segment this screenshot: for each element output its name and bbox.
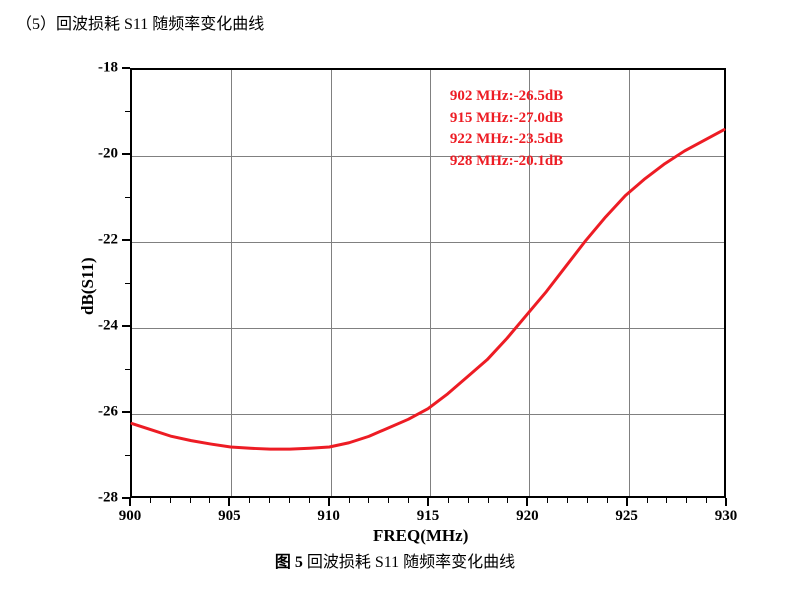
x-tick-label: 905 bbox=[218, 508, 241, 525]
x-minor-tick bbox=[567, 498, 568, 503]
x-tick-label: 900 bbox=[119, 508, 142, 525]
y-tick-label: -18 bbox=[98, 60, 118, 77]
s11-curve bbox=[132, 70, 724, 496]
x-minor-tick bbox=[587, 498, 588, 503]
x-minor-tick bbox=[647, 498, 648, 503]
x-minor-tick bbox=[547, 498, 548, 503]
x-minor-tick bbox=[349, 498, 350, 503]
x-minor-tick bbox=[209, 498, 210, 503]
y-tick-label: -26 bbox=[98, 404, 118, 421]
x-minor-tick bbox=[448, 498, 449, 503]
y-minor-tick bbox=[125, 369, 130, 370]
x-axis-label: FREQ(MHz) bbox=[373, 526, 468, 546]
x-tick-label: 915 bbox=[417, 508, 440, 525]
x-tick-label: 920 bbox=[516, 508, 539, 525]
chart-annotation: 922 MHz:-23.5dB bbox=[450, 131, 563, 148]
x-minor-tick bbox=[488, 498, 489, 503]
x-minor-tick bbox=[686, 498, 687, 503]
x-tick bbox=[626, 498, 628, 506]
caption-text: 回波损耗 S11 随频率变化曲线 bbox=[303, 554, 515, 571]
x-tick-label: 910 bbox=[317, 508, 340, 525]
y-minor-tick bbox=[125, 111, 130, 112]
plot-area: 902 MHz:-26.5dB 915 MHz:-27.0dB 922 MHz:-2… bbox=[130, 68, 726, 498]
y-tick bbox=[122, 67, 130, 69]
x-minor-tick bbox=[607, 498, 608, 503]
x-minor-tick bbox=[706, 498, 707, 503]
x-minor-tick bbox=[388, 498, 389, 503]
y-tick-label: -28 bbox=[98, 490, 118, 507]
x-minor-tick bbox=[170, 498, 171, 503]
x-minor-tick bbox=[190, 498, 191, 503]
x-minor-tick bbox=[249, 498, 250, 503]
x-minor-tick bbox=[368, 498, 369, 503]
x-minor-tick bbox=[507, 498, 508, 503]
x-tick bbox=[129, 498, 131, 506]
y-tick-label: -24 bbox=[98, 318, 118, 335]
chart-annotation: 902 MHz:-26.5dB bbox=[450, 88, 563, 105]
x-tick bbox=[228, 498, 230, 506]
y-minor-tick bbox=[125, 455, 130, 456]
x-tick bbox=[328, 498, 330, 506]
x-tick-label: 925 bbox=[615, 508, 638, 525]
x-minor-tick bbox=[150, 498, 151, 503]
y-tick bbox=[122, 239, 130, 241]
x-minor-tick bbox=[289, 498, 290, 503]
x-minor-tick bbox=[408, 498, 409, 503]
x-minor-tick bbox=[468, 498, 469, 503]
y-axis-label: dB(S11) bbox=[78, 257, 98, 315]
x-tick bbox=[526, 498, 528, 506]
y-tick bbox=[122, 153, 130, 155]
y-tick-label: -20 bbox=[98, 146, 118, 163]
x-tick-label: 930 bbox=[715, 508, 738, 525]
x-minor-tick bbox=[666, 498, 667, 503]
y-tick bbox=[122, 325, 130, 327]
section-heading: （5）回波损耗 S11 随频率变化曲线 bbox=[16, 10, 264, 34]
x-minor-tick bbox=[269, 498, 270, 503]
caption-number: 图 5 bbox=[275, 554, 303, 571]
y-minor-tick bbox=[125, 283, 130, 284]
y-tick bbox=[122, 497, 130, 499]
figure-caption: 图 5 回波损耗 S11 随频率变化曲线 bbox=[0, 548, 790, 572]
x-minor-tick bbox=[309, 498, 310, 503]
x-tick bbox=[725, 498, 727, 506]
y-tick-label: -22 bbox=[98, 232, 118, 249]
y-minor-tick bbox=[125, 197, 130, 198]
chart-annotation: 928 MHz:-20.1dB bbox=[450, 153, 563, 170]
y-tick bbox=[122, 411, 130, 413]
x-tick bbox=[427, 498, 429, 506]
chart-annotation: 915 MHz:-27.0dB bbox=[450, 110, 563, 127]
